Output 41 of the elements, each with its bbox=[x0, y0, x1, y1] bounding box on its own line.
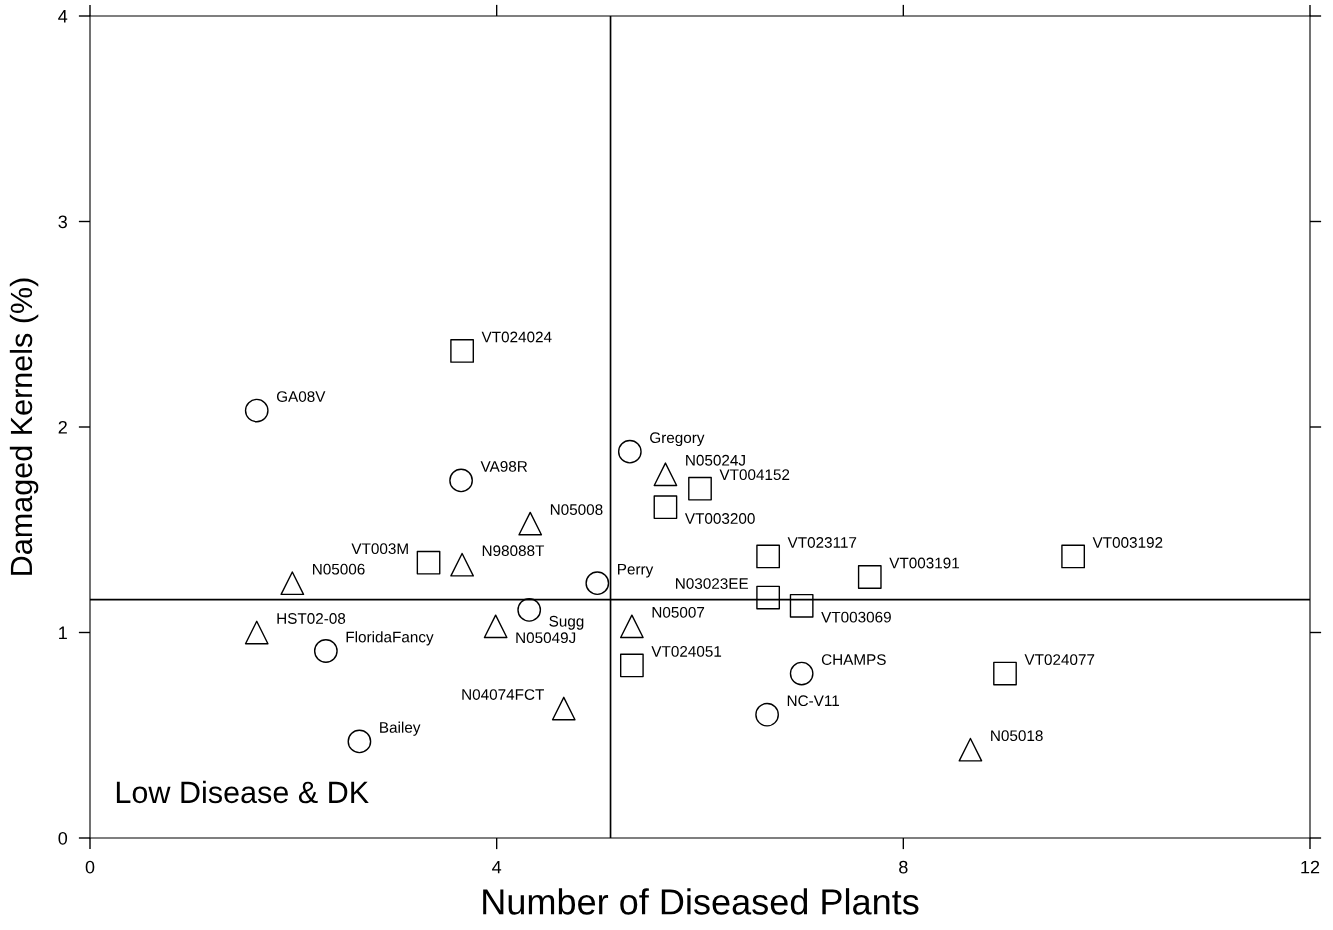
annotation: NC-V11 bbox=[787, 695, 840, 707]
annotation: VT023117 bbox=[787, 537, 857, 548]
annotation: N05006 bbox=[313, 563, 365, 575]
annotation: VT004152 bbox=[719, 469, 790, 481]
x-tick-label: 8 bbox=[899, 860, 908, 874]
annotation: VT003200 bbox=[684, 513, 755, 524]
x-tick-label: 0 bbox=[85, 860, 95, 874]
annotation: Gregory bbox=[650, 432, 705, 447]
x-tick-label: 4 bbox=[492, 860, 502, 874]
annotation: N04074FCT bbox=[462, 689, 544, 700]
annotation: Bailey bbox=[380, 721, 421, 736]
annotation: N05024J bbox=[686, 454, 745, 466]
annotation: VT003191 bbox=[889, 557, 959, 569]
annotation: N98088T bbox=[482, 545, 545, 557]
annotation: VT024051 bbox=[651, 645, 722, 657]
annotation: VA98R bbox=[480, 461, 528, 472]
annotation: Low Disease & DK bbox=[116, 780, 369, 804]
annotation: Perry bbox=[618, 563, 654, 578]
y-axis-title: Damaged Kernels (%) bbox=[9, 278, 39, 575]
annotation: VT024024 bbox=[481, 331, 552, 343]
y-tick-label: 1 bbox=[59, 626, 67, 640]
annotation: Sugg bbox=[549, 615, 584, 630]
annotation: HST02-08 bbox=[277, 613, 346, 624]
x-tick-label: 12 bbox=[1301, 860, 1320, 874]
annotation: VT003M bbox=[351, 543, 408, 555]
annotation: N05049J bbox=[516, 632, 576, 644]
y-tick-label: 3 bbox=[58, 215, 67, 229]
annotation: VT003192 bbox=[1092, 537, 1163, 548]
x-axis-title: Number of Diseased Plants bbox=[483, 888, 919, 915]
annotation: VT024077 bbox=[1024, 654, 1095, 666]
annotation: N05007 bbox=[652, 606, 705, 618]
y-tick-label: 2 bbox=[58, 420, 67, 434]
y-tick-label: 4 bbox=[58, 10, 68, 23]
annotation: GA08V bbox=[276, 391, 326, 402]
annotation: N05018 bbox=[991, 730, 1043, 742]
annotation: N03023EE bbox=[676, 578, 749, 589]
annotation: N05008 bbox=[550, 504, 603, 516]
y-tick-label: 0 bbox=[58, 831, 68, 845]
annotation: CHAMPS bbox=[821, 654, 886, 666]
annotation: VT003069 bbox=[821, 611, 891, 623]
annotation: FloridaFancy bbox=[346, 631, 434, 646]
